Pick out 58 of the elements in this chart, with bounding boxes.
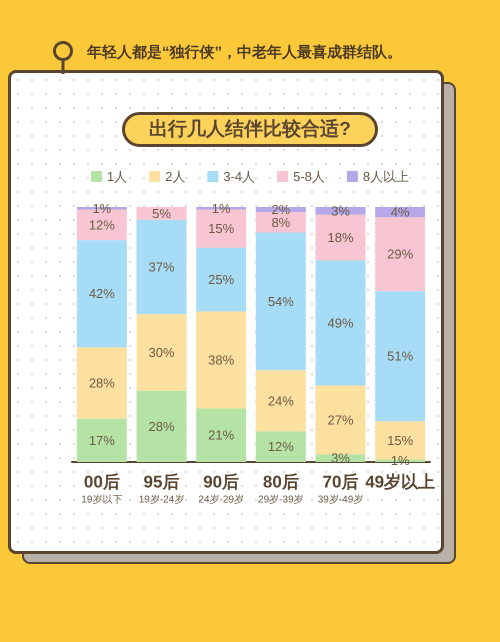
data-label: 29%	[387, 246, 414, 262]
data-label: 3%	[331, 203, 350, 218]
x-tick-label: 80后 29岁-39岁	[258, 472, 304, 506]
bar	[196, 248, 246, 312]
bar	[76, 240, 127, 348]
legend-label: 2人	[165, 169, 186, 184]
legend-label: 8人以上	[362, 169, 410, 184]
x-tick-label: 00后 19岁以下	[81, 472, 122, 506]
x-tick-label: 95后 19岁-24岁	[138, 472, 184, 506]
x-tick-label: 90后 24岁-29岁	[198, 472, 244, 506]
data-label: 28%	[148, 418, 175, 434]
data-label: 15%	[208, 221, 235, 236]
data-label: 21%	[208, 428, 235, 443]
data-label: 3%	[331, 450, 350, 466]
bar	[316, 214, 366, 261]
data-label: 17%	[88, 432, 116, 448]
data-label: 18%	[327, 230, 354, 246]
bar	[256, 232, 306, 370]
bar	[196, 408, 246, 462]
bar	[375, 291, 426, 422]
legend-label: 5-8人	[293, 169, 325, 184]
data-label: 28%	[88, 375, 116, 390]
bar	[316, 386, 366, 454]
chart-subtitle: 年轻人都是“独行侠”，中老年人最喜成群结队。	[86, 44, 402, 61]
legend-label: 1人	[106, 169, 128, 184]
data-label: 51%	[387, 348, 414, 364]
data-label: 24%	[268, 393, 294, 408]
bar	[256, 431, 306, 462]
data-label: 12%	[268, 439, 294, 454]
data-label: 30%	[148, 344, 175, 360]
bar	[76, 418, 127, 462]
data-label: 49%	[327, 316, 354, 331]
data-label: 25%	[208, 272, 235, 288]
data-label: 15%	[387, 432, 414, 448]
data-label: 42%	[88, 286, 116, 302]
chart-title: 出行几人结伴比较合适?	[149, 118, 351, 140]
data-label: 38%	[208, 352, 235, 368]
data-label: 37%	[148, 259, 175, 274]
x-tick-label: 70后 39岁-49岁	[318, 472, 364, 506]
data-label: 12%	[88, 217, 116, 232]
bar	[256, 370, 306, 432]
legend-label: 3-4人	[223, 169, 256, 184]
data-label: 27%	[327, 412, 354, 428]
x-tick-label: 49岁以上	[365, 472, 436, 492]
bar	[196, 312, 246, 408]
data-label: 2%	[271, 202, 291, 218]
bar	[316, 260, 366, 386]
bar	[76, 347, 127, 419]
bar	[136, 220, 186, 314]
data-label: 8%	[271, 214, 291, 230]
bar	[136, 390, 186, 462]
data-label: 5%	[152, 206, 172, 221]
data-label: 4%	[390, 204, 410, 220]
data-label: 54%	[268, 294, 294, 309]
bar	[375, 217, 426, 292]
data-label: 1%	[212, 200, 231, 216]
data-label: 1%	[92, 200, 112, 216]
bar	[136, 314, 186, 391]
